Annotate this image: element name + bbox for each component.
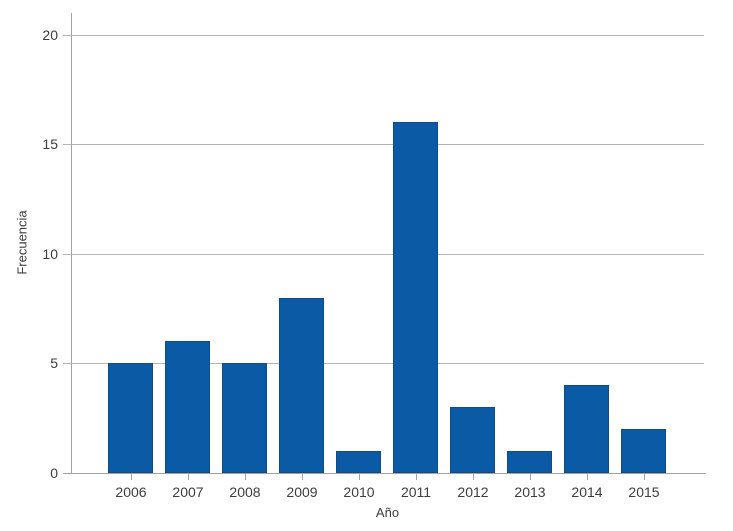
x-tick-label: 2014	[571, 484, 603, 500]
y-axis-line	[71, 13, 72, 473]
x-tick-label: 2008	[229, 484, 261, 500]
x-axis-title: Año	[375, 505, 400, 520]
y-tick-label: 0	[50, 465, 58, 481]
y-axis-title: Frecuencia	[14, 210, 30, 275]
x-tick	[245, 474, 246, 480]
bar	[621, 429, 666, 473]
y-tick-label: 10	[42, 246, 58, 262]
x-tick-label: 2006	[115, 484, 147, 500]
x-tick	[416, 474, 417, 480]
x-tick	[644, 474, 645, 480]
gridline	[63, 144, 704, 145]
gridline	[63, 35, 704, 36]
x-tick	[302, 474, 303, 480]
bar	[108, 363, 153, 473]
y-tick-label: 15	[42, 136, 58, 152]
x-tick-label: 2015	[628, 484, 660, 500]
x-tick	[359, 474, 360, 480]
x-tick	[188, 474, 189, 480]
bar	[222, 363, 267, 473]
bar	[279, 298, 324, 473]
y-tick-label: 20	[42, 27, 58, 43]
bar	[564, 385, 609, 473]
x-tick-label: 2012	[457, 484, 489, 500]
bar	[450, 407, 495, 473]
x-tick-label: 2011	[400, 484, 432, 500]
bar	[336, 451, 381, 473]
bar	[165, 341, 210, 473]
x-tick-label: 2013	[514, 484, 546, 500]
x-tick	[530, 474, 531, 480]
gridline	[63, 363, 704, 364]
x-tick	[473, 474, 474, 480]
bar	[507, 451, 552, 473]
y-tick-label: 5	[50, 355, 58, 371]
gridline	[63, 254, 704, 255]
x-tick-label: 2007	[172, 484, 204, 500]
x-tick-label: 2009	[286, 484, 318, 500]
x-tick-label: 2010	[343, 484, 375, 500]
x-axis-line	[63, 473, 706, 474]
x-tick	[587, 474, 588, 480]
x-tick	[131, 474, 132, 480]
bar	[393, 122, 438, 473]
